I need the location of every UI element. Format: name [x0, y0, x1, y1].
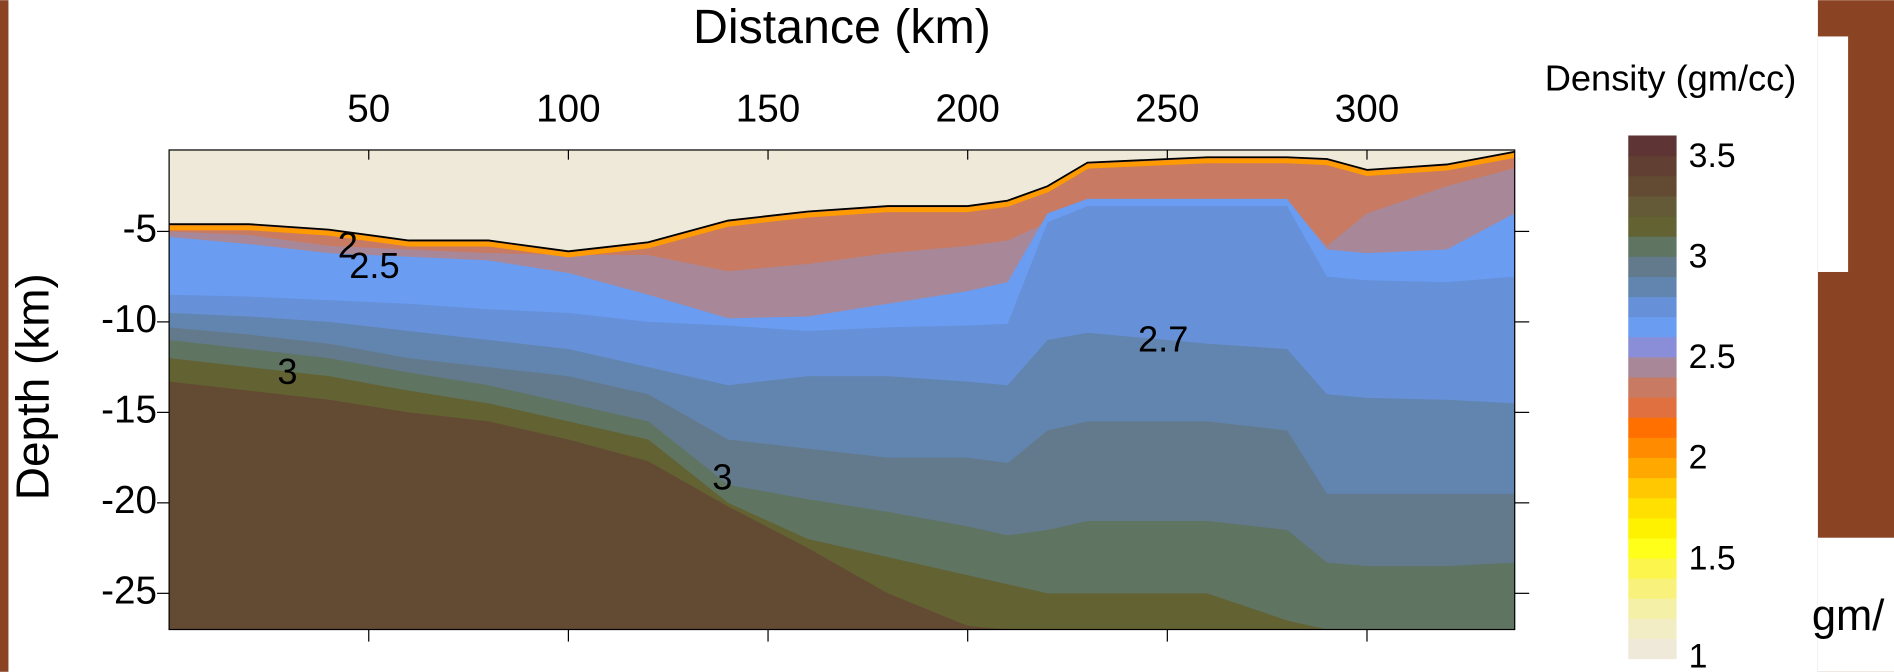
- x-tick-label: 200: [935, 88, 999, 131]
- colorbar-band: [1628, 135, 1676, 156]
- colorbar-tick-label: 1.5: [1689, 539, 1736, 577]
- colorbar-band: [1628, 296, 1676, 317]
- x-tick-label: 50: [347, 88, 390, 131]
- colorbar-band: [1628, 196, 1676, 217]
- colorbar-band: [1628, 518, 1676, 539]
- y-tick-label: -20: [101, 479, 157, 522]
- colorbar-band: [1628, 317, 1676, 338]
- colorbar-band: [1628, 357, 1676, 378]
- y-axis-title: Depth (km): [6, 273, 58, 500]
- x-tick-label: 150: [736, 88, 800, 131]
- colorbar-band: [1628, 176, 1676, 197]
- colorbar-tick-label: 2: [1689, 439, 1708, 477]
- colorbar-band: [1628, 156, 1676, 177]
- colorbar-band: [1628, 498, 1676, 519]
- colorbar-tick-label: 2.5: [1689, 338, 1736, 376]
- colorbar-tick-label: 3.5: [1689, 137, 1736, 175]
- colorbar-band: [1628, 538, 1676, 559]
- colorbar-band: [1628, 598, 1676, 619]
- colorbar-band: [1628, 437, 1676, 458]
- y-tick-label: -5: [123, 208, 157, 251]
- background-text: gm/: [1812, 592, 1885, 640]
- y-tick-label: -25: [101, 570, 157, 613]
- x-tick-label: 300: [1335, 88, 1399, 131]
- colorbar-band: [1628, 276, 1676, 297]
- contour-label: 3: [712, 456, 732, 497]
- contour-label: 2.5: [349, 245, 399, 286]
- colorbar-band: [1628, 397, 1676, 418]
- colorbar-band: [1628, 216, 1676, 237]
- colorbar-band: [1628, 236, 1676, 257]
- x-axis-title: Distance (km): [693, 0, 991, 54]
- colorbar-tick-label: 3: [1689, 238, 1708, 276]
- x-tick-label: 250: [1135, 88, 1199, 131]
- slide-box: [1818, 36, 1848, 272]
- colorbar-band: [1628, 578, 1676, 599]
- colorbar-band: [1628, 337, 1676, 358]
- colorbar-tick-label: 1: [1689, 637, 1708, 672]
- colorbar-band: [1628, 256, 1676, 277]
- colorbar-band: [1628, 417, 1676, 438]
- colorbar-band: [1628, 457, 1676, 478]
- slide: gm/ Distance (km) Depth (km) Density (gm…: [0, 0, 1894, 672]
- colorbar-band: [1628, 377, 1676, 398]
- contour-label: 3: [277, 351, 297, 392]
- y-tick-label: -10: [101, 298, 157, 341]
- colorbar-band: [1628, 558, 1676, 579]
- y-tick-label: -15: [101, 389, 157, 432]
- contour-label: 2.7: [1138, 319, 1188, 360]
- colorbar-band: [1628, 638, 1676, 659]
- colorbar-title: Density (gm/cc): [1545, 58, 1797, 99]
- colorbar-band: [1628, 477, 1676, 498]
- colorbar-band: [1628, 618, 1676, 639]
- x-tick-label: 100: [536, 88, 600, 131]
